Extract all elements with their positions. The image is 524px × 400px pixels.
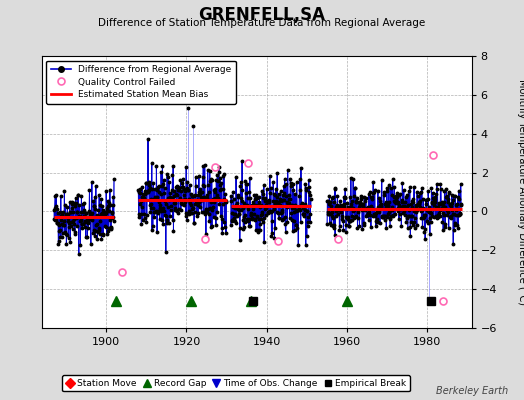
Legend: Difference from Regional Average, Quality Control Failed, Estimated Station Mean: Difference from Regional Average, Qualit… [47,60,236,104]
Legend: Station Move, Record Gap, Time of Obs. Change, Empirical Break: Station Move, Record Gap, Time of Obs. C… [62,375,410,392]
Y-axis label: Monthly Temperature Anomaly Difference (°C): Monthly Temperature Anomaly Difference (… [517,79,524,305]
Text: Difference of Station Temperature Data from Regional Average: Difference of Station Temperature Data f… [99,18,425,28]
Text: Berkeley Earth: Berkeley Earth [436,386,508,396]
Text: GRENFELL,SA: GRENFELL,SA [199,6,325,24]
